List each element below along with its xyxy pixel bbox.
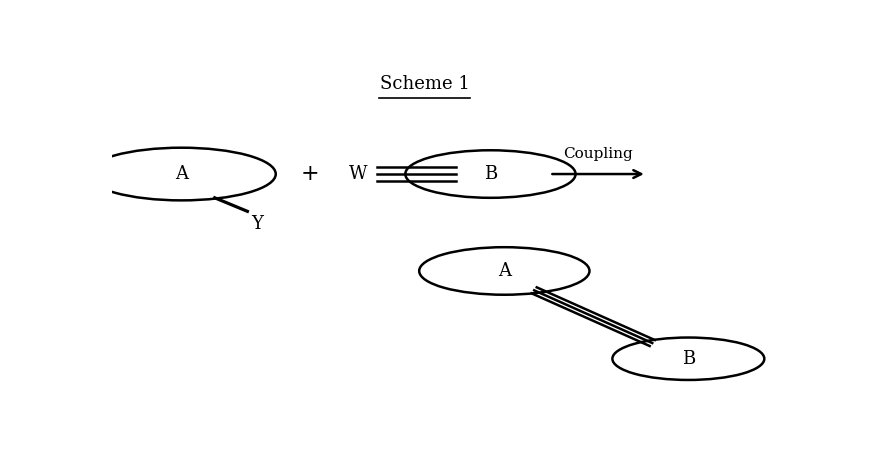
Text: B: B: [682, 350, 695, 368]
Text: +: +: [300, 163, 319, 185]
Text: Coupling: Coupling: [564, 147, 633, 161]
Text: Y: Y: [251, 215, 263, 233]
Text: Scheme 1: Scheme 1: [380, 76, 470, 94]
Text: B: B: [484, 165, 497, 183]
Text: A: A: [175, 165, 188, 183]
Text: W: W: [349, 165, 367, 183]
Text: A: A: [498, 262, 511, 280]
